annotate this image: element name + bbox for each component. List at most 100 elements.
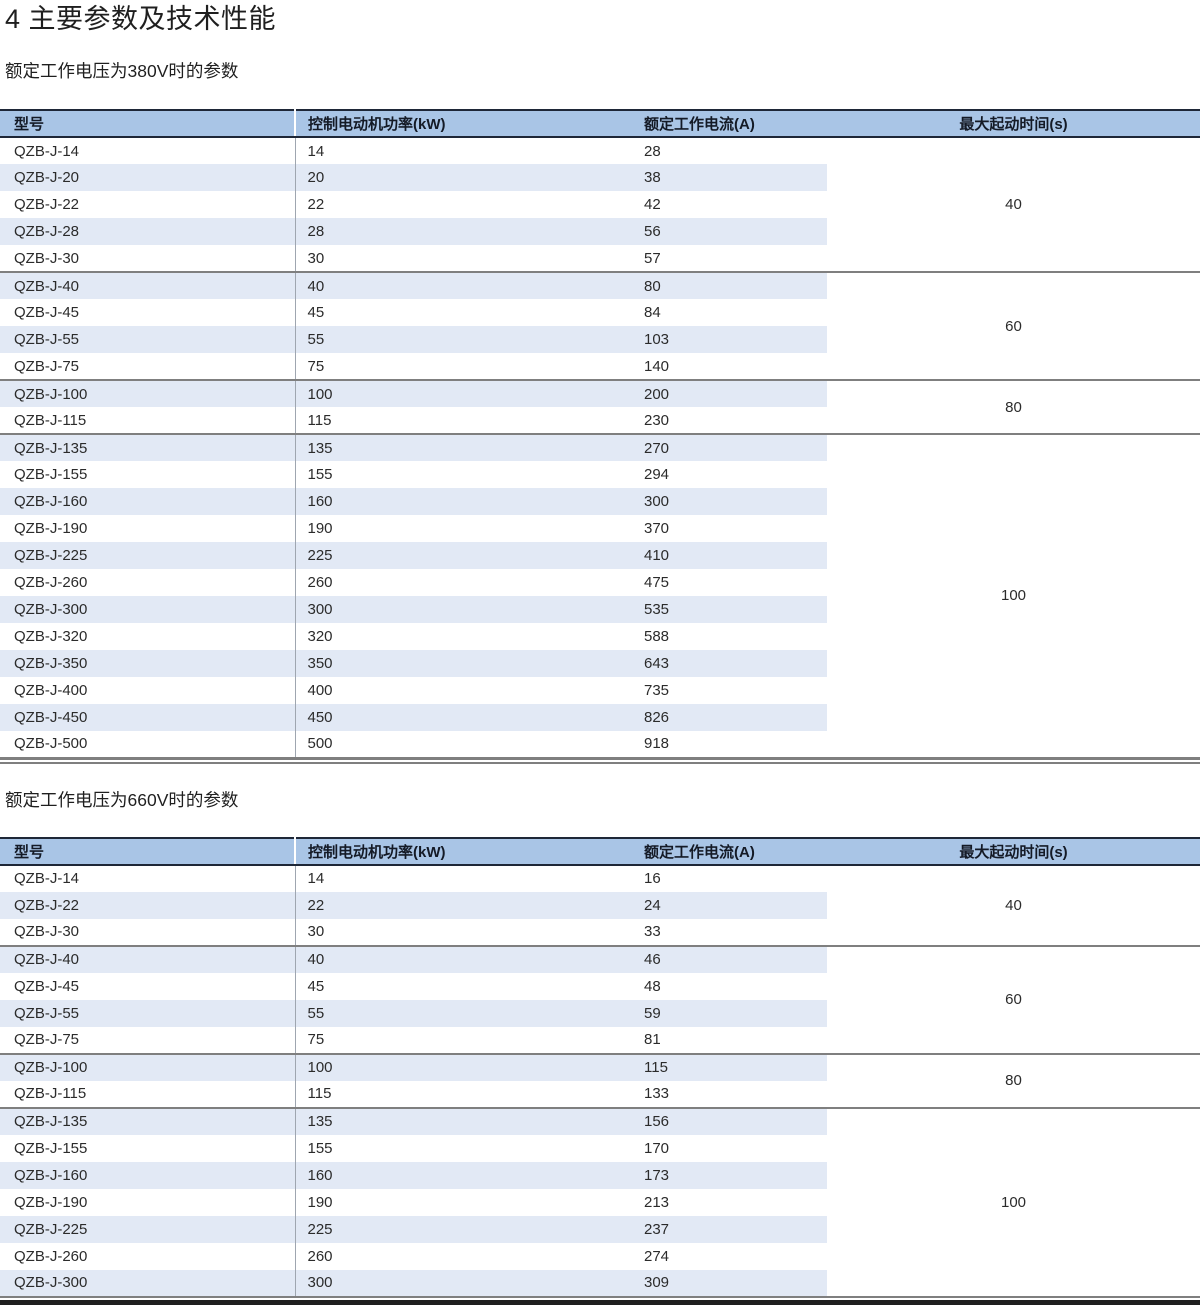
cell-rated-current: 28 bbox=[632, 137, 827, 164]
table-wrap-380v: 型号 控制电动机功率(kW) 额定工作电流(A) 最大起动时间(s) QZB-J-14 1… bbox=[0, 109, 1200, 764]
page-title: 4 主要参数及技术性能 bbox=[5, 4, 277, 34]
cell-model: QZB-J-225 bbox=[0, 1215, 296, 1243]
cell-model: QZB-J-28 bbox=[0, 218, 296, 245]
cell-rated-current: 24 bbox=[632, 891, 827, 919]
cell-model: QZB-J-155 bbox=[0, 1134, 296, 1162]
cell-model: QZB-J-55 bbox=[0, 326, 296, 353]
cell-motor-power: 160 bbox=[295, 1161, 632, 1189]
table-row: QZB-J-30 30 33 bbox=[0, 918, 1200, 946]
cell-motor-power: 75 bbox=[295, 1026, 632, 1054]
cell-rated-current: 918 bbox=[632, 731, 827, 758]
cell-rated-current: 735 bbox=[632, 677, 827, 704]
cell-motor-power: 500 bbox=[295, 731, 632, 758]
cell-motor-power: 155 bbox=[295, 1134, 632, 1162]
cell-model: QZB-J-115 bbox=[0, 1080, 296, 1108]
table-row: QZB-J-115 115 230 bbox=[0, 407, 1200, 434]
cell-model: QZB-J-20 bbox=[0, 164, 296, 191]
cell-rated-current: 826 bbox=[632, 704, 827, 731]
column-header: 控制电动机功率(kW) bbox=[295, 110, 632, 138]
cell-max-start-time: 100 bbox=[827, 1106, 1200, 1297]
cell-motor-power: 45 bbox=[295, 972, 632, 1000]
cell-motor-power: 225 bbox=[295, 1215, 632, 1243]
table-row: QZB-J-75 75 140 bbox=[0, 353, 1200, 380]
table-bottom-rule-660v bbox=[0, 1299, 1200, 1305]
cell-model: QZB-J-55 bbox=[0, 999, 296, 1027]
cell-model: QZB-J-350 bbox=[0, 650, 296, 677]
column-header: 最大起动时间(s) bbox=[827, 837, 1200, 866]
cell-motor-power: 450 bbox=[295, 704, 632, 731]
table-row: QZB-J-115 115 133 bbox=[0, 1080, 1200, 1108]
cell-rated-current: 103 bbox=[632, 326, 827, 353]
table-row: QZB-J-28 28 56 bbox=[0, 218, 1200, 245]
table-row: QZB-J-45 45 84 bbox=[0, 299, 1200, 326]
table-row: QZB-J-14 14 16 40 bbox=[0, 864, 1200, 946]
cell-model: QZB-J-30 bbox=[0, 245, 296, 272]
cell-model: QZB-J-115 bbox=[0, 407, 296, 434]
cell-rated-current: 535 bbox=[632, 596, 827, 623]
cell-rated-current: 56 bbox=[632, 218, 827, 245]
cell-rated-current: 173 bbox=[632, 1161, 827, 1189]
header-row: 型号 控制电动机功率(kW) 额定工作电流(A) 最大起动时间(s) bbox=[0, 110, 1200, 138]
cell-rated-current: 300 bbox=[632, 488, 827, 515]
table-row: QZB-J-100 100 115 80 bbox=[0, 1052, 1200, 1108]
cell-rated-current: 588 bbox=[632, 623, 827, 650]
table-row: QZB-J-350 350 643 bbox=[0, 650, 1200, 677]
cell-max-start-time: 80 bbox=[827, 1052, 1200, 1108]
table-row: QZB-J-14 14 28 40 bbox=[0, 137, 1200, 272]
table-row: QZB-J-190 190 370 bbox=[0, 515, 1200, 542]
cell-model: QZB-J-155 bbox=[0, 461, 296, 488]
cell-rated-current: 170 bbox=[632, 1134, 827, 1162]
cell-rated-current: 294 bbox=[632, 461, 827, 488]
column-header: 型号 bbox=[0, 837, 296, 866]
table-row: QZB-J-45 45 48 bbox=[0, 972, 1200, 1000]
cell-model: QZB-J-320 bbox=[0, 623, 296, 650]
cell-motor-power: 55 bbox=[295, 326, 632, 353]
cell-rated-current: 38 bbox=[632, 164, 827, 191]
cell-rated-current: 84 bbox=[632, 299, 827, 326]
cell-rated-current: 48 bbox=[632, 972, 827, 1000]
cell-rated-current: 156 bbox=[632, 1106, 827, 1135]
cell-model: QZB-J-100 bbox=[0, 1052, 296, 1081]
cell-motor-power: 350 bbox=[295, 650, 632, 677]
cell-model: QZB-J-260 bbox=[0, 569, 296, 596]
cell-motor-power: 20 bbox=[295, 164, 632, 191]
cell-motor-power: 190 bbox=[295, 1188, 632, 1216]
cell-model: QZB-J-100 bbox=[0, 379, 296, 407]
subtitle-660v: 额定工作电压为660V时的参数 bbox=[5, 789, 239, 810]
cell-motor-power: 400 bbox=[295, 677, 632, 704]
table-row: QZB-J-75 75 81 bbox=[0, 1026, 1200, 1054]
cell-max-start-time: 100 bbox=[827, 433, 1200, 758]
cell-rated-current: 133 bbox=[632, 1080, 827, 1108]
cell-motor-power: 22 bbox=[295, 891, 632, 919]
table-row: QZB-J-155 155 294 bbox=[0, 461, 1200, 488]
column-header: 型号 bbox=[0, 110, 296, 138]
cell-model: QZB-J-30 bbox=[0, 918, 296, 946]
cell-motor-power: 22 bbox=[295, 191, 632, 218]
cell-motor-power: 190 bbox=[295, 515, 632, 542]
table-row: QZB-J-160 160 173 bbox=[0, 1161, 1200, 1189]
cell-motor-power: 135 bbox=[295, 433, 632, 461]
column-header: 控制电动机功率(kW) bbox=[295, 837, 632, 866]
table-row: QZB-J-225 225 410 bbox=[0, 542, 1200, 569]
cell-rated-current: 410 bbox=[632, 542, 827, 569]
cell-model: QZB-J-190 bbox=[0, 515, 296, 542]
cell-rated-current: 370 bbox=[632, 515, 827, 542]
table-row: QZB-J-300 300 535 bbox=[0, 596, 1200, 623]
cell-model: QZB-J-22 bbox=[0, 191, 296, 218]
cell-model: QZB-J-14 bbox=[0, 864, 296, 892]
cell-motor-power: 160 bbox=[295, 488, 632, 515]
cell-model: QZB-J-450 bbox=[0, 704, 296, 731]
cell-motor-power: 100 bbox=[295, 379, 632, 407]
table-row: QZB-J-100 100 200 80 bbox=[0, 379, 1200, 434]
table-row: QZB-J-22 22 24 bbox=[0, 891, 1200, 919]
table-row: QZB-J-155 155 170 bbox=[0, 1134, 1200, 1162]
cell-rated-current: 237 bbox=[632, 1215, 827, 1243]
cell-rated-current: 643 bbox=[632, 650, 827, 677]
cell-model: QZB-J-160 bbox=[0, 1161, 296, 1189]
cell-motor-power: 45 bbox=[295, 299, 632, 326]
cell-model: QZB-J-225 bbox=[0, 542, 296, 569]
cell-rated-current: 475 bbox=[632, 569, 827, 596]
table-row: QZB-J-30 30 57 bbox=[0, 245, 1200, 272]
cell-motor-power: 40 bbox=[295, 271, 632, 299]
